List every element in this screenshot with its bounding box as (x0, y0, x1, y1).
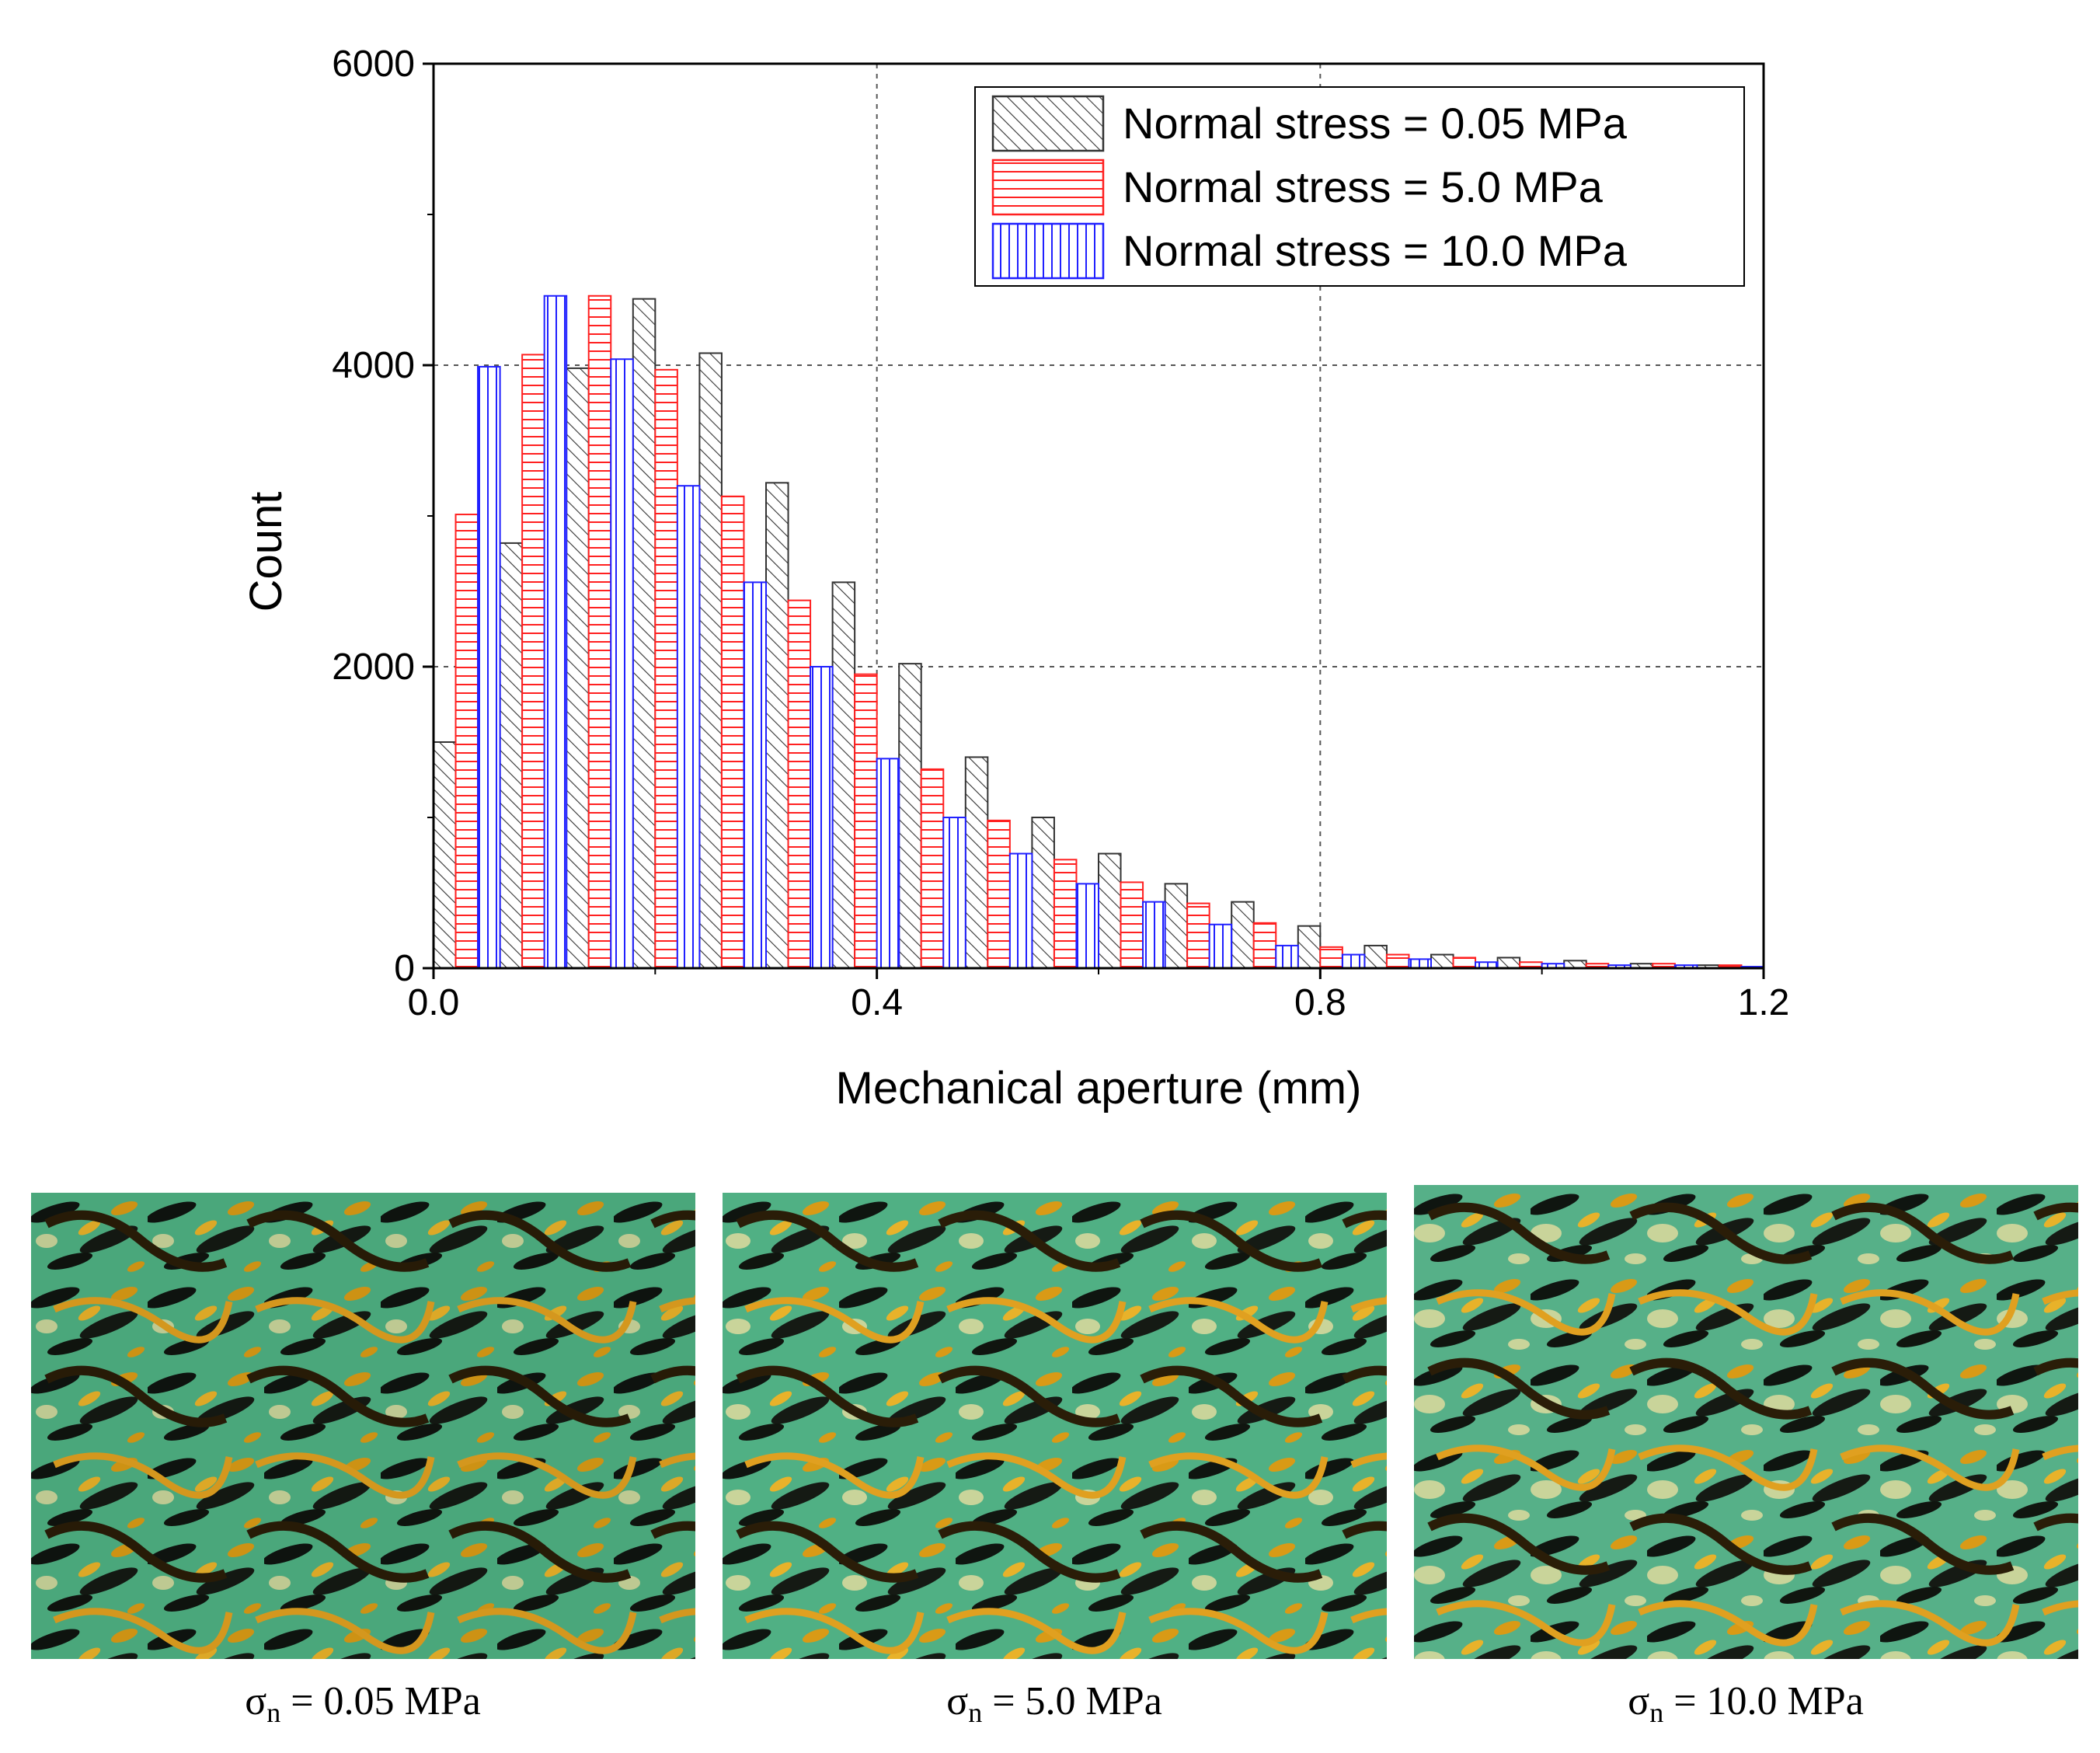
bar-series-3 (676, 485, 701, 969)
x-tick-label: 0.0 (408, 982, 460, 1023)
bar-series-2 (720, 495, 745, 969)
bar-series-1 (698, 352, 723, 970)
bar-series-3 (1408, 958, 1433, 969)
bar-series-2 (454, 514, 479, 969)
bar-series-1 (632, 298, 656, 969)
caption-subscript: n (266, 1697, 281, 1728)
bar-series-2 (1252, 922, 1277, 970)
bar-series-3 (1208, 923, 1233, 969)
legend-swatch-2 (991, 159, 1105, 216)
bar-series-3 (1075, 883, 1100, 969)
y-tick-label: 4000 (332, 345, 415, 386)
y-tick-label: 0 (394, 948, 415, 989)
bar-series-2 (1452, 957, 1477, 970)
surface-image-10.0mpa (1414, 1185, 2078, 1659)
bar-series-3 (1142, 901, 1166, 970)
bar-series-2 (920, 768, 945, 969)
bar-series-3 (743, 581, 768, 969)
y-axis-label: Count (241, 492, 291, 612)
bar-series-1 (433, 741, 457, 969)
y-tick-label: 6000 (332, 44, 415, 85)
bar-series-1 (1098, 852, 1122, 970)
bar-series-1 (1363, 944, 1388, 970)
bar-series-1 (1231, 901, 1255, 970)
caption-symbol: σ (1628, 1679, 1650, 1723)
caption-symbol: σ (245, 1679, 267, 1723)
bar-series-2 (854, 673, 878, 969)
histogram-chart: 0.0 0.4 0.8 1.2 0 2000 4000 6000 Mechanical ape… (241, 44, 1789, 1113)
caption-value: = 0.05 MPa (280, 1679, 481, 1723)
bar-series-3 (876, 758, 900, 970)
legend-swatch-3 (991, 222, 1105, 280)
legend: Normal stress = 0.05 MPa Normal stress = … (974, 86, 1745, 287)
bar-series-2 (987, 819, 1011, 969)
bar-series-1 (1297, 925, 1322, 970)
x-axis-label: Mechanical aperture (mm) (836, 1063, 1362, 1113)
caption-panel-1: σn = 0.05 MPa (29, 1678, 697, 1729)
x-tick-label: 0.4 (851, 982, 903, 1023)
bar-series-2 (787, 599, 812, 969)
axis-ticks: 0.0 0.4 0.8 1.2 0 2000 4000 6000 (332, 44, 1789, 1023)
bar-series-1 (1430, 953, 1454, 970)
bar-series-1 (499, 542, 524, 969)
bar-series-2 (521, 354, 545, 970)
caption-value: = 10.0 MPa (1663, 1679, 1864, 1723)
bar-series-1 (566, 367, 590, 969)
caption-value: = 5.0 MPa (982, 1679, 1162, 1723)
x-tick-label: 0.8 (1294, 982, 1346, 1023)
bar-series-3 (1008, 852, 1033, 970)
x-tick-label: 1.2 (1738, 982, 1790, 1023)
caption-panel-3: σn = 10.0 MPa (1412, 1678, 2080, 1729)
surface-image-0.05mpa (31, 1193, 695, 1659)
legend-label-2: Normal stress = 5.0 MPa (1123, 162, 1604, 211)
bar-series-1 (831, 581, 856, 969)
legend-label-1: Normal stress = 0.05 MPa (1123, 99, 1628, 148)
bar-series-3 (543, 294, 568, 969)
bar-series-3 (610, 358, 634, 969)
bar-series-1 (1031, 817, 1055, 969)
bar-series-2 (1319, 946, 1343, 969)
bar-series-3 (810, 666, 834, 969)
caption-subscript: n (968, 1697, 983, 1728)
bar-series-1 (964, 756, 989, 970)
bar-series-3 (942, 817, 966, 969)
bar-series-1 (765, 482, 789, 969)
bar-series-2 (1053, 859, 1078, 969)
surface-render-3 (1414, 1185, 2078, 1659)
bar-series-1 (898, 663, 922, 969)
surface-image-5.0mpa (723, 1193, 1387, 1659)
legend-label-3: Normal stress = 10.0 MPa (1123, 226, 1628, 275)
bar-series-1 (1164, 883, 1189, 969)
bar-series-3 (1275, 944, 1299, 970)
bar-series-3 (1341, 953, 1366, 970)
surface-render-1 (31, 1193, 695, 1659)
bars (433, 294, 1764, 970)
y-tick-label: 2000 (332, 646, 415, 688)
bar-series-3 (477, 365, 501, 969)
caption-subscript: n (1649, 1697, 1664, 1728)
bar-series-2 (654, 368, 678, 969)
caption-panel-2: σn = 5.0 MPa (720, 1678, 1388, 1729)
legend-swatch-1 (991, 95, 1105, 152)
surface-render-2 (723, 1193, 1387, 1659)
bar-series-2 (1385, 953, 1410, 970)
bar-series-2 (1186, 902, 1210, 969)
bar-series-1 (1496, 957, 1521, 970)
bar-series-2 (1120, 881, 1144, 970)
caption-symbol: σ (946, 1679, 969, 1723)
bar-series-2 (587, 294, 612, 969)
